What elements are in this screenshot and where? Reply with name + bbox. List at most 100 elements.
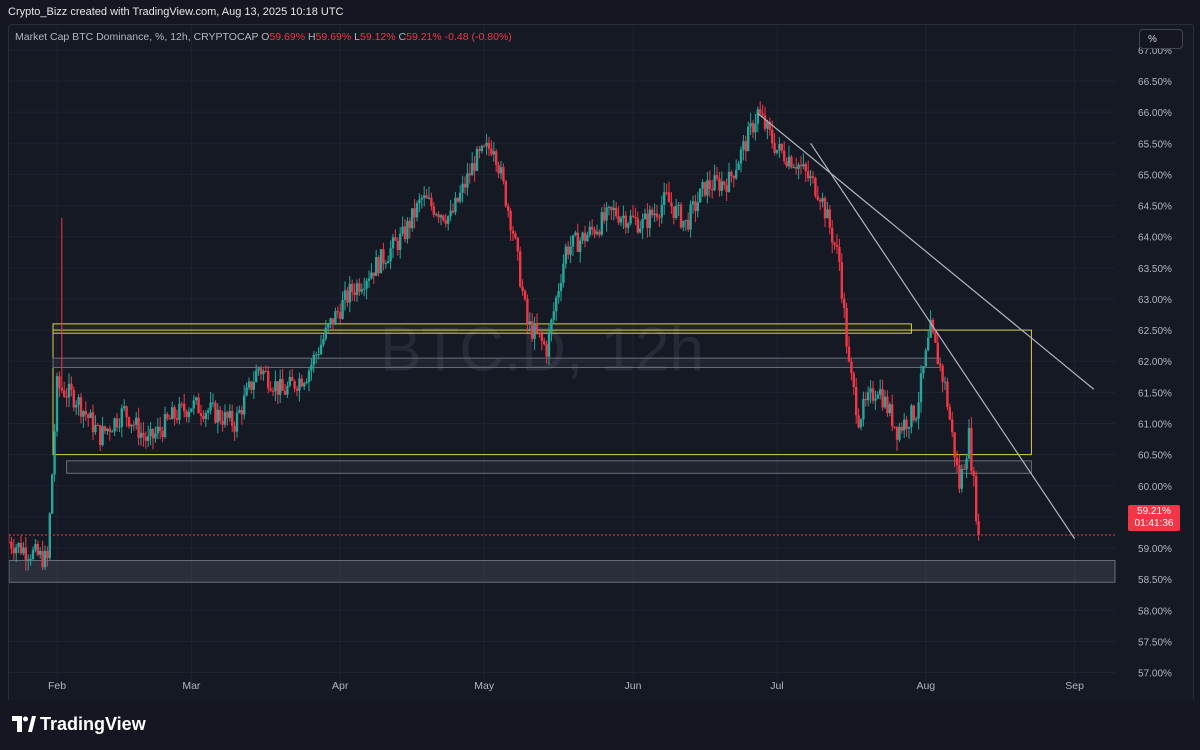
candle-body: [250, 381, 253, 390]
candle-body: [360, 289, 363, 292]
candle-body: [787, 156, 791, 167]
candle-body: [168, 418, 171, 420]
candle-body: [264, 370, 267, 372]
candle-body: [60, 387, 63, 391]
y-tick-label: 66.50%: [1138, 77, 1172, 88]
candle-body: [867, 392, 870, 401]
change-value: -0.48 (-0.80%): [444, 31, 512, 43]
candle-body: [509, 210, 512, 231]
candle-body: [94, 424, 97, 433]
attribution-bar: Crypto_Bizz created with TradingView.com…: [0, 0, 1200, 24]
candle-body: [881, 389, 884, 408]
candle-body: [36, 544, 39, 555]
candle-body: [53, 431, 56, 475]
candle-body: [233, 425, 236, 432]
candle-body: [641, 219, 644, 229]
candle-body: [108, 428, 111, 432]
open-label: O: [261, 31, 270, 43]
candle-body: [519, 251, 522, 287]
candle-body: [473, 163, 476, 171]
candle-body: [149, 429, 152, 436]
candle-body: [339, 312, 342, 319]
candle-body: [874, 398, 877, 401]
candle-body: [497, 165, 500, 174]
candle-body: [358, 283, 361, 292]
candle-body: [139, 432, 143, 438]
footer-bar: TradingView: [0, 700, 1200, 750]
candle-body: [727, 171, 731, 192]
candle-body: [159, 426, 162, 431]
candle-body: [370, 272, 373, 279]
candle-body: [478, 149, 481, 152]
candle-body: [826, 209, 829, 219]
top-band-zone: [52, 323, 912, 334]
candle-body: [915, 418, 918, 421]
candle-body: [607, 206, 611, 208]
candle-body: [281, 379, 284, 391]
candle-body: [922, 366, 925, 374]
candle-body: [375, 257, 378, 276]
candle-body: [262, 370, 265, 375]
candle-body: [259, 368, 263, 375]
unit-toggle-button[interactable]: %: [1139, 29, 1183, 49]
candle-body: [588, 226, 591, 235]
last-price-value: 59.21%: [1137, 506, 1171, 517]
candle-body: [137, 417, 140, 438]
candle-body: [567, 246, 570, 255]
x-tick-label: Jun: [625, 680, 642, 692]
candle-body: [555, 297, 558, 312]
candle-body: [699, 188, 702, 203]
candle-body: [231, 410, 234, 426]
candle-body: [156, 426, 159, 434]
candle-body: [72, 390, 75, 408]
chart-panel[interactable]: 67.00% 66.50% 66.00% 65.50% 65.00% 64.50% 64.0…: [8, 24, 1194, 702]
last-price-tag: 59.21% 01:41:36: [1128, 505, 1180, 531]
candle-body: [715, 175, 719, 179]
candle-body: [384, 263, 387, 265]
candle-body: [504, 181, 507, 206]
candle-body: [377, 257, 380, 274]
candlestick-chart[interactable]: 67.00% 66.50% 66.00% 65.50% 65.00% 64.50% 64.0…: [9, 25, 1193, 701]
candle-body: [807, 171, 810, 179]
candle-body: [343, 290, 347, 301]
candle-body: [226, 412, 229, 418]
candle-body: [437, 214, 440, 218]
candle-body: [576, 232, 579, 252]
candle-body: [195, 397, 198, 401]
candle-body: [744, 141, 747, 152]
candle-body: [34, 544, 37, 550]
candle-body: [70, 383, 73, 391]
candle-body: [154, 433, 157, 439]
candle-body: [864, 398, 867, 401]
symbol-legend: Market Cap BTC Dominance, %, 12h, CRYPTO…: [15, 31, 512, 43]
candle-body: [125, 406, 128, 418]
candle-body: [557, 291, 560, 298]
candle-body: [655, 213, 659, 218]
candle-body: [711, 188, 714, 191]
candle-body: [790, 156, 793, 168]
candle-body: [379, 249, 383, 274]
candle-body: [799, 164, 803, 167]
candle-body: [96, 424, 99, 426]
candle-body: [785, 161, 788, 167]
candle-body: [507, 205, 510, 211]
candle-body: [605, 207, 608, 221]
candle-body: [463, 183, 467, 188]
candle-body: [963, 469, 966, 471]
candle-body: [564, 246, 567, 264]
x-tick-label: Apr: [332, 680, 349, 692]
candle-body: [10, 542, 13, 549]
candle-body: [276, 381, 279, 395]
candle-body: [329, 318, 332, 324]
candle-body: [871, 388, 875, 401]
candle-body: [535, 323, 539, 333]
candle-body: [113, 418, 116, 432]
candle-body: [737, 163, 740, 170]
candle-body: [24, 547, 27, 560]
candle-body: [972, 471, 975, 477]
candle-body: [413, 208, 416, 218]
y-tick-label: 66.00%: [1138, 108, 1172, 119]
candle-body: [247, 381, 251, 388]
candle-body: [127, 417, 131, 427]
candle-body: [708, 180, 711, 189]
